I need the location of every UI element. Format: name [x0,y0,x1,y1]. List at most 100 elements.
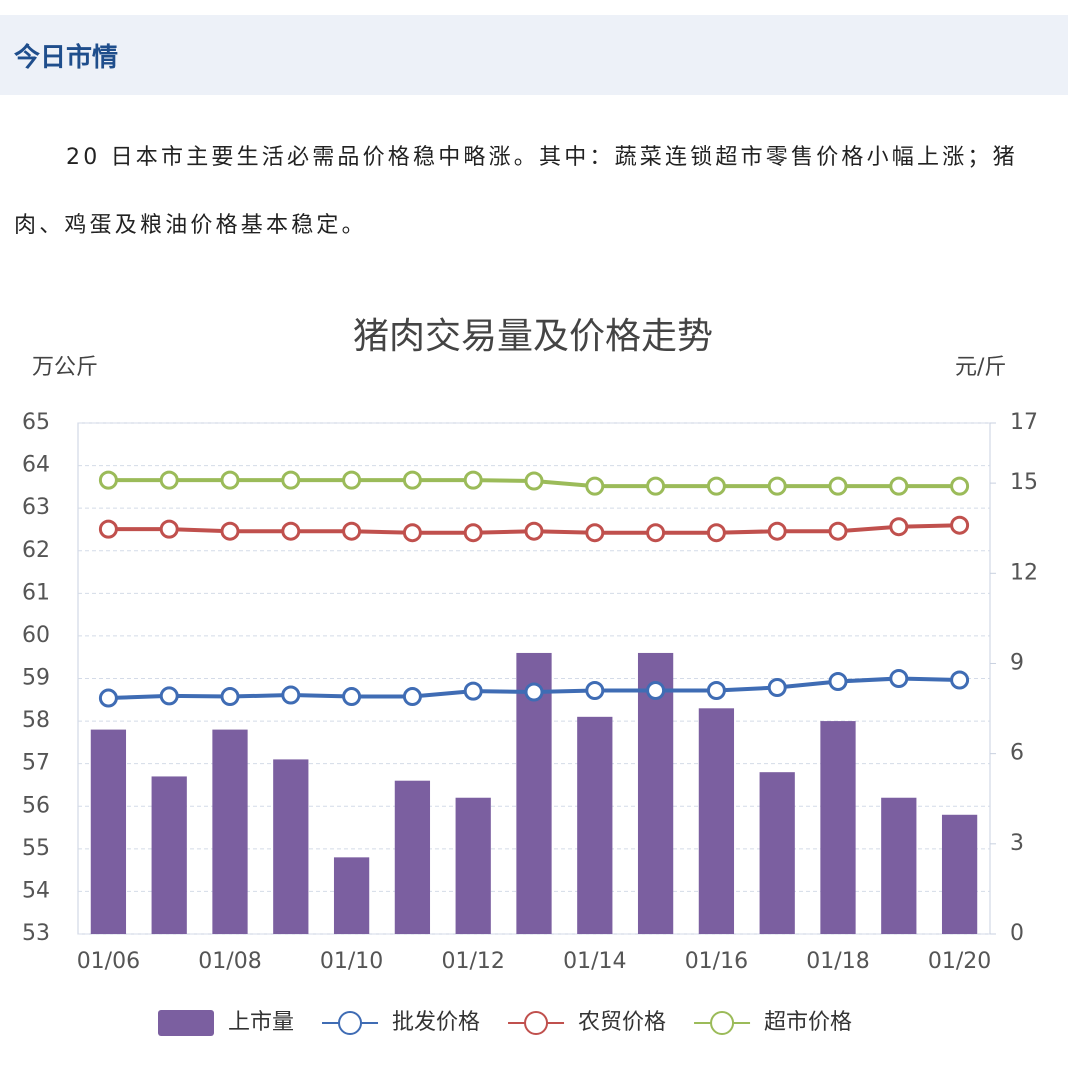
point [585,476,605,496]
bar [90,729,127,934]
x-tick-label: 01/10 [320,949,383,974]
y-tick-label: 60 [22,623,50,648]
point [950,476,970,496]
y2-tick-label: 15 [1010,470,1038,495]
point [828,476,848,496]
y-axis-label: 万公斤 [32,355,98,380]
y2-axis-label: 元/斤 [955,355,1006,380]
point [342,687,362,707]
point [342,470,362,490]
x-tick-label: 01/08 [198,949,261,974]
x-tick-label: 01/16 [685,949,748,974]
point [463,470,483,490]
point [706,523,726,543]
y-tick-label: 59 [22,666,50,691]
y-tick-label: 61 [22,580,50,605]
point [402,523,422,543]
bar [577,716,613,934]
y2-tick-label: 17 [1010,410,1038,435]
point [220,521,240,541]
y-tick-label: 63 [22,495,50,520]
x-tick-label: 01/20 [928,949,991,974]
point [402,687,422,707]
legend-label: 农贸价格 [578,1010,666,1035]
paragraph: 20 日本市主要生活必需品价格稳中略涨。其中：蔬菜连锁超市零售价格小幅上涨；猪肉… [14,145,1018,238]
x-tick-label: 01/06 [77,949,140,974]
point [889,476,909,496]
point [463,681,483,701]
point [828,672,848,692]
point [281,685,301,705]
point [828,521,848,541]
point [706,476,726,496]
point [402,470,422,490]
point [646,476,666,496]
bar [820,721,856,934]
point [524,521,544,541]
point [889,517,909,537]
x-tick-label: 01/14 [563,949,626,974]
point [463,523,483,543]
bar [698,708,735,934]
chart-title: 猪肉交易量及价格走势 [353,316,713,357]
point [646,523,666,543]
legend-label: 上市量 [228,1010,294,1035]
y-tick-label: 56 [22,793,50,818]
y-tick-label: 58 [22,708,50,733]
bar [941,814,978,934]
point [950,515,970,535]
y2-tick-label: 12 [1010,560,1038,585]
point [220,470,240,490]
point [767,678,787,698]
bar [455,797,491,934]
bar [333,857,370,934]
x-tick-label: 01/18 [806,949,869,974]
y-tick-label: 64 [22,453,50,478]
y2-tick-label: 3 [1010,831,1024,856]
point [767,521,787,541]
point [281,521,301,541]
bar [273,759,309,934]
legend-swatch [524,1011,549,1035]
point [159,686,179,706]
legend-label: 超市价格 [764,1010,852,1035]
header-band: 今日市情 [0,15,1068,95]
legend-swatch [158,1010,214,1036]
bar [394,780,431,934]
bar [151,776,187,934]
y-tick-label: 57 [22,751,50,776]
y-tick-label: 53 [22,921,50,946]
point [98,688,118,708]
y-tick-label: 62 [22,538,50,563]
point [767,476,787,496]
y2-tick-label: 9 [1010,650,1024,675]
point [220,687,240,707]
point [159,470,179,490]
bar [759,772,795,934]
x-tick-label: 01/12 [441,949,504,974]
point [342,521,362,541]
y-tick-label: 54 [22,878,50,903]
point [98,470,118,490]
point [159,519,179,539]
point [585,523,605,543]
point [889,669,909,688]
bar [212,729,248,934]
point [706,681,726,701]
point [524,471,544,491]
point [585,681,605,701]
bar [881,797,917,934]
point [281,470,301,490]
point [98,519,118,539]
point [950,670,970,690]
y2-tick-label: 0 [1010,921,1024,946]
legend-label: 批发价格 [392,1010,480,1035]
y2-tick-label: 6 [1010,741,1024,766]
point [646,681,666,701]
legend-swatch [338,1011,363,1035]
point [524,682,544,702]
y-tick-label: 65 [22,410,50,435]
y-tick-label: 55 [22,836,50,861]
